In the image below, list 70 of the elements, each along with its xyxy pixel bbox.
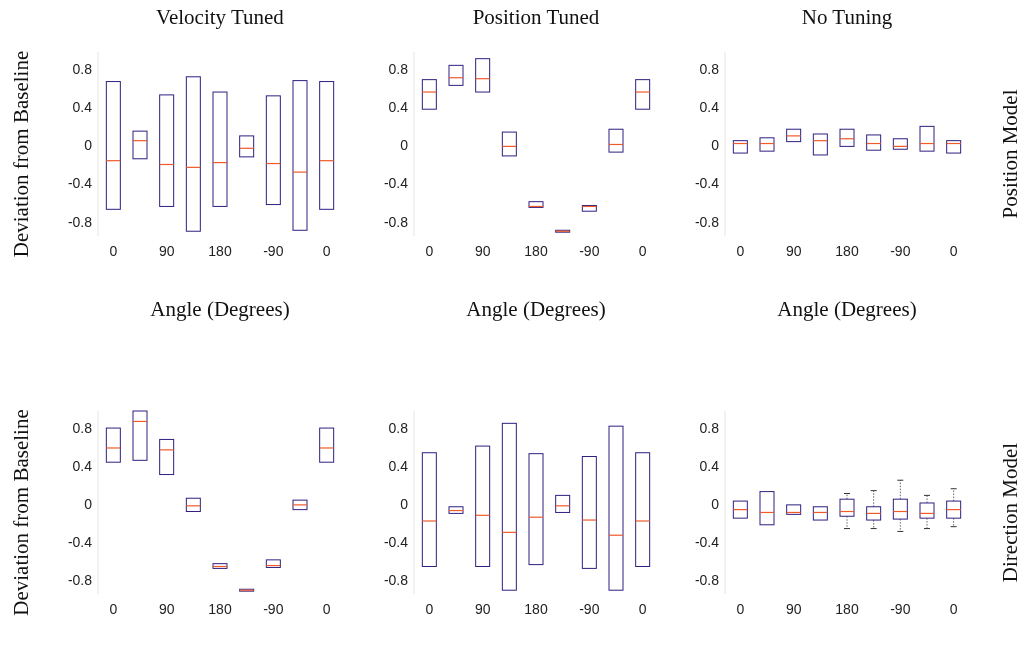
x-tick-label: 90 [474,601,491,617]
y-tick-label: 0.4 [72,99,93,116]
y-tick-label: -0.8 [67,213,93,230]
x-tick-label: 0 [949,601,958,617]
y-tick-label: -0.8 [67,571,93,588]
x-tick-label: -90 [579,243,600,259]
x-tick-label: 0 [425,601,434,617]
y-tick-label: 0 [711,137,720,154]
y2-axis-title: Position Model [998,89,1021,219]
chart-title: Velocity Tuned [156,5,285,29]
y-tick-label: 0.4 [388,457,409,474]
x-tick-label: 90 [158,243,175,259]
x-tick-label: -90 [579,601,600,617]
x-tick-label: 0 [109,601,118,617]
y-axis-title: Deviation from Baseline [9,409,33,616]
y-tick-label: 0.4 [699,457,720,474]
x-tick-label: -90 [263,601,284,617]
x-tick-label: 180 [524,601,548,617]
chart-title: Position Tuned [472,5,600,29]
y-tick-label: -0.8 [694,213,720,230]
y-tick-label: -0.4 [67,175,93,192]
y-tick-label: 0 [84,495,93,512]
x-tick-label: -90 [890,601,911,617]
y-tick-label: 0.4 [388,99,409,116]
y-tick-label: 0.8 [72,61,93,78]
x-tick-label: 0 [736,243,745,259]
x-tick-label: 0 [949,243,958,259]
y-axis-title: Deviation from Baseline [9,50,33,258]
y-tick-label: 0.8 [699,419,720,436]
x-axis-title: Angle (Degrees) [150,297,290,321]
y-tick-label: -0.8 [694,571,720,588]
x-tick-label: 0 [109,243,118,259]
x-tick-label: 180 [835,601,859,617]
x-tick-label: 180 [208,243,232,259]
x-tick-label: 180 [208,601,232,617]
x-tick-label: 0 [425,243,434,259]
x-tick-label: 90 [474,243,491,259]
y-tick-label: -0.4 [694,533,720,550]
x-axis-title: Angle (Degrees) [466,297,606,321]
y-tick-label: 0 [84,137,93,154]
x-tick-label: 0 [638,601,647,617]
y-tick-label: 0 [400,137,409,154]
y-tick-label: -0.8 [383,571,409,588]
x-tick-label: 180 [835,243,859,259]
chart-title: No Tuning [801,5,893,29]
y-tick-label: 0.8 [72,419,93,436]
x-tick-label: 90 [158,601,175,617]
y-tick-label: 0.8 [388,419,409,436]
x-tick-label: 0 [638,243,647,259]
y-tick-label: 0.4 [72,457,93,474]
y-tick-label: 0.8 [388,61,409,78]
y-tick-label: -0.4 [694,175,720,192]
x-tick-label: 0 [322,243,331,259]
x-tick-label: 90 [785,601,802,617]
y-tick-label: 0.8 [699,61,720,78]
y-tick-label: 0 [711,495,720,512]
y-tick-label: -0.4 [383,175,409,192]
x-tick-label: 180 [524,243,548,259]
x-tick-label: 90 [785,243,802,259]
y-tick-label: -0.4 [383,533,409,550]
y-tick-label: 0 [400,495,409,512]
y-tick-label: -0.8 [383,213,409,230]
x-tick-label: 0 [736,601,745,617]
x-axis-title: Angle (Degrees) [777,297,917,321]
y-tick-label: -0.4 [67,533,93,550]
y2-axis-title: Direction Model [998,442,1021,583]
x-tick-label: -90 [890,243,911,259]
x-tick-label: -90 [263,243,284,259]
x-tick-label: 0 [322,601,331,617]
y-tick-label: 0.4 [699,99,720,116]
